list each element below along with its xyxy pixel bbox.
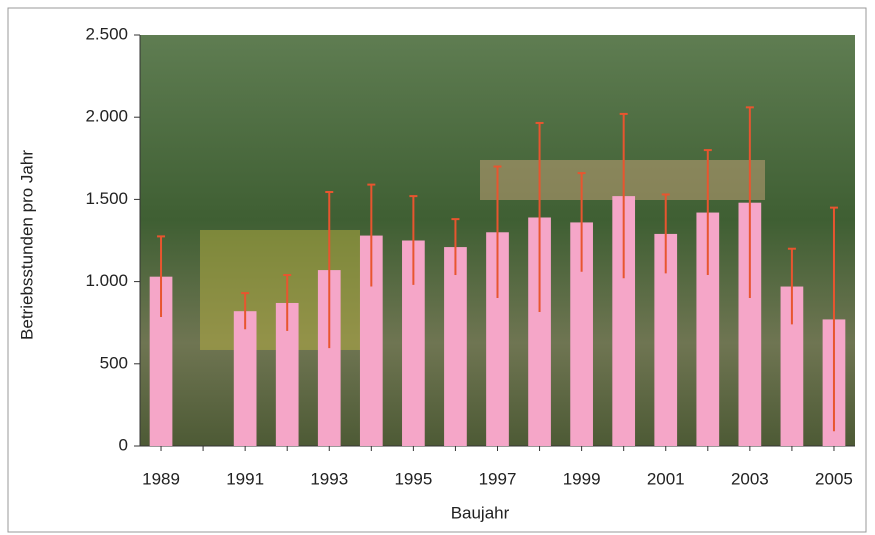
logs-photo bbox=[480, 160, 765, 200]
y-tick-label: 1.500 bbox=[85, 189, 128, 208]
y-tick-label: 1.000 bbox=[85, 271, 128, 290]
x-tick-label: 1997 bbox=[479, 469, 517, 488]
x-tick-label: 1989 bbox=[142, 469, 180, 488]
page: {"chart_data": {"type": "bar", "x_label"… bbox=[0, 0, 875, 535]
y-tick-label: 0 bbox=[119, 435, 128, 454]
bar bbox=[234, 311, 257, 446]
y-tick-label: 2.500 bbox=[85, 24, 128, 43]
x-tick-label: 2003 bbox=[731, 469, 769, 488]
x-tick-label: 2005 bbox=[815, 469, 853, 488]
x-tick-label: 1999 bbox=[563, 469, 601, 488]
x-tick-label: 1995 bbox=[394, 469, 432, 488]
y-tick-label: 500 bbox=[100, 353, 128, 372]
x-axis-title: Baujahr bbox=[451, 503, 510, 522]
chart: Baujahr Betriebsstunden pro Jahr 0 500 1.0… bbox=[0, 0, 875, 535]
x-tick-label: 1993 bbox=[310, 469, 348, 488]
y-tick-label: 2.000 bbox=[85, 107, 128, 126]
bar bbox=[444, 247, 467, 446]
x-tick-label: 2001 bbox=[647, 469, 685, 488]
x-tick-label: 1991 bbox=[226, 469, 264, 488]
y-axis-title: Betriebsstunden pro Jahr bbox=[17, 150, 36, 340]
